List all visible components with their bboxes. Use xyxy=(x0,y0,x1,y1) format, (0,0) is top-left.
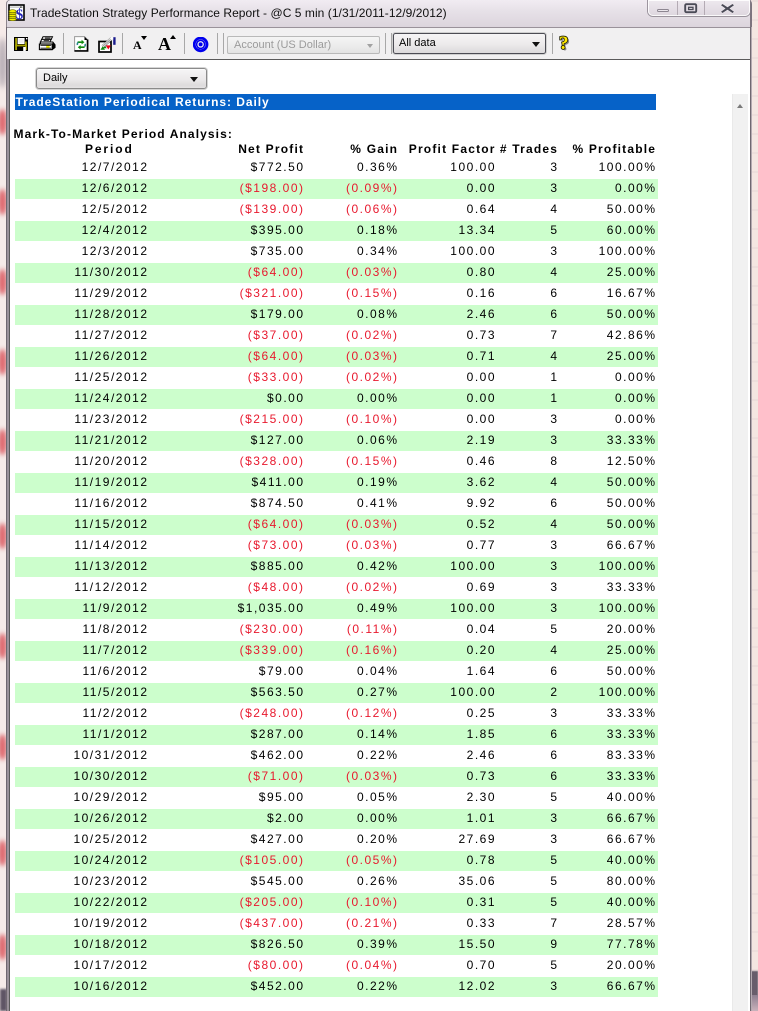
svg-text:?: ? xyxy=(559,33,569,54)
svg-text:?: ? xyxy=(561,35,571,55)
svg-text:$: $ xyxy=(16,7,24,22)
